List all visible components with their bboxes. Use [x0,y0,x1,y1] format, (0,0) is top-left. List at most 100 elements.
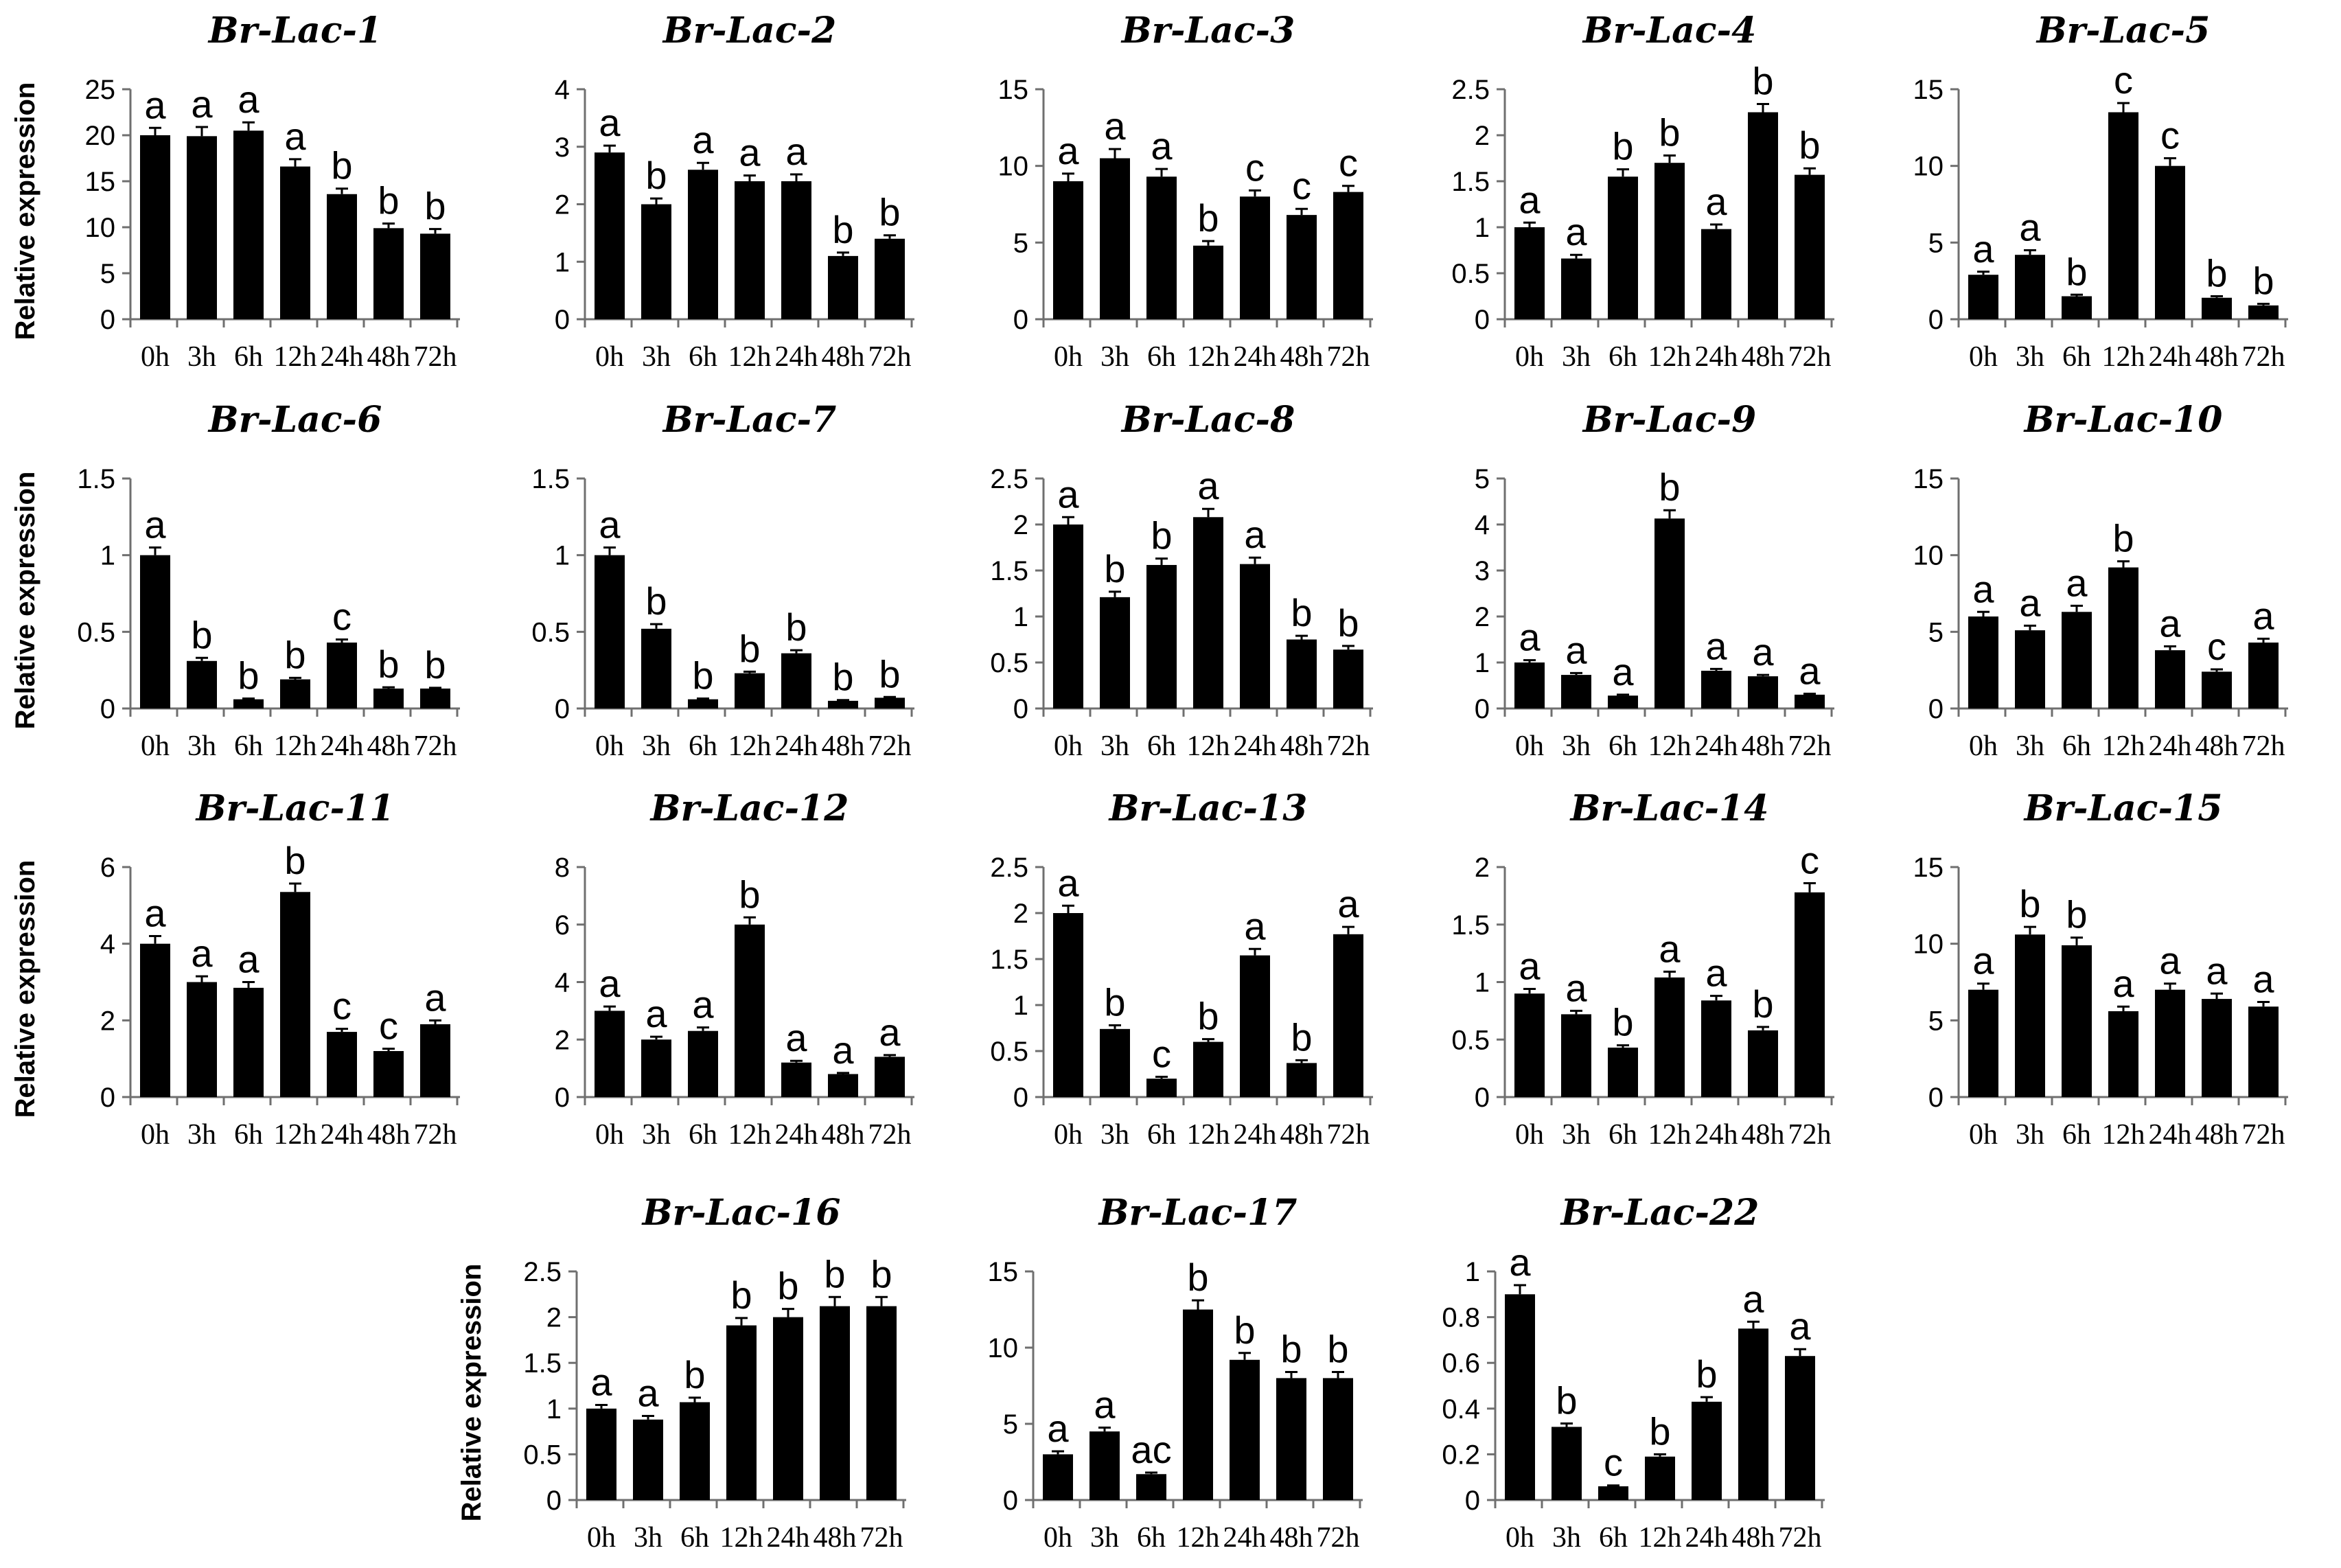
significance-label: a [1057,129,1079,172]
x-category-label: 6h [1608,730,1637,762]
bar [2155,650,2185,708]
y-tick-label: 1.5 [990,945,1028,975]
significance-label: a [1705,624,1727,667]
chart-title: Br-Lac-13 [1108,787,1308,829]
x-category-label: 6h [1599,1522,1628,1554]
chart-panel: Br-Lac-14 0 0.5 1 1.5 2 a 0h a 3h b 6h a 12h a 24h b 48h c… [1451,787,1834,1151]
y-tick-label: 0.6 [1442,1348,1480,1379]
bar [875,1057,905,1097]
y-tick-label: 0 [1928,694,1944,724]
significance-label: b [1291,1015,1312,1059]
significance-label: b [1752,59,1773,102]
x-category-label: 48h [1280,341,1324,373]
y-axis-label: Relative expression [10,860,41,1118]
chart-panel: Br-Lac-13 0 0.5 1 1.5 2 2.5 a 0h b 3h c 6h b 12h a 24h b 4… [990,787,1373,1151]
x-category-label: 6h [1608,341,1637,373]
significance-label: b [238,654,259,697]
y-tick-label: 0.8 [1442,1303,1480,1333]
x-category-label: 6h [689,1119,717,1151]
significance-label: c [1292,164,1311,207]
bar [1287,639,1317,708]
x-category-label: 48h [822,341,865,373]
bar [781,1062,811,1097]
significance-label: a [2112,962,2134,1005]
y-tick-label: 5 [1928,1006,1944,1036]
x-category-label: 48h [822,730,865,762]
significance-label: b [1280,1328,1302,1371]
chart-panel: Br-Lac-1 0 5 10 15 20 25 a 0h a 3h a 6h a 12h b 24h b 48h b… [10,10,460,373]
x-category-label: 3h [1562,730,1591,762]
significance-label: a [879,1011,901,1054]
bar [633,1419,663,1500]
significance-label: b [424,643,446,687]
significance-label: b [1197,196,1219,240]
significance-label: b [1291,591,1312,634]
significance-label: a [785,1016,807,1059]
y-tick-label: 10 [1913,152,1944,182]
x-category-label: 3h [1562,341,1591,373]
significance-label: b [191,613,212,656]
x-category-label: 12h [2102,1119,2145,1151]
significance-label: b [879,652,900,695]
bar [140,555,170,708]
y-tick-label: 0 [1013,694,1028,724]
y-tick-label: 0 [1928,305,1944,335]
x-category-label: 0h [141,730,170,762]
significance-label: b [2066,893,2087,936]
bar [1561,675,1591,708]
x-category-label: 24h [775,341,818,373]
significance-label: a [2252,958,2274,1001]
y-tick-label: 10 [1913,541,1944,571]
bar [1968,989,1998,1097]
chart-panel: Br-Lac-3 0 5 10 15 a 0h a 3h a 6h b 12h c 24h c 48h c 72h [998,10,1373,373]
bar [327,642,357,708]
bar [1654,163,1685,319]
x-category-label: 0h [141,1119,170,1151]
chart-panel: Br-Lac-10 0 5 10 15 a 0h a 3h a 6h b 12h a 24h c 48h a 72h [1913,399,2288,762]
significance-label: b [1104,547,1125,590]
bar [1193,517,1223,708]
x-category-label: 48h [1280,1119,1324,1151]
y-tick-label: 1 [1475,648,1490,678]
chart-title: Br-Lac-3 [1120,10,1295,51]
bar [1968,275,1998,319]
significance-label: ac [1131,1428,1171,1471]
significance-label: a [2252,594,2274,637]
chart-title: Br-Lac-17 [1098,1192,1298,1234]
bar [1514,993,1545,1097]
x-category-label: 12h [1187,730,1230,762]
significance-label: a [1972,227,1994,270]
y-tick-label: 0.5 [523,1440,562,1470]
bar [1146,1079,1177,1097]
bar [280,166,310,319]
bar [2202,297,2232,319]
y-tick-label: 2 [1013,510,1028,540]
chart-panel: Br-Lac-9 0 1 2 3 4 5 a 0h a 3h a 6h b 12h a 24h a 48h a 72h [1475,399,1834,762]
significance-label: a [144,503,166,546]
significance-label: c [1245,146,1265,189]
x-category-label: 6h [234,341,263,373]
bar [866,1306,897,1500]
bar [2155,989,2185,1097]
significance-label: a [590,1360,612,1403]
x-category-label: 24h [2149,341,2192,373]
bar [1968,616,1998,708]
significance-label: b [284,633,305,676]
x-category-label: 12h [728,341,772,373]
x-category-label: 3h [1090,1522,1119,1554]
y-tick-label: 15 [998,75,1029,105]
x-category-label: 3h [1562,1119,1591,1151]
significance-label: a [599,503,621,546]
bar [187,982,217,1097]
y-tick-label: 2 [555,190,570,220]
bar [595,1011,625,1097]
x-category-label: 12h [1648,1119,1692,1151]
significance-label: a [2019,206,2041,249]
significance-label: a [1799,649,1821,693]
significance-label: c [1152,1033,1171,1076]
bar [641,1039,671,1097]
x-category-label: 6h [2062,1119,2091,1151]
x-category-label: 24h [1223,1522,1267,1554]
x-category-label: 6h [1608,1119,1637,1151]
